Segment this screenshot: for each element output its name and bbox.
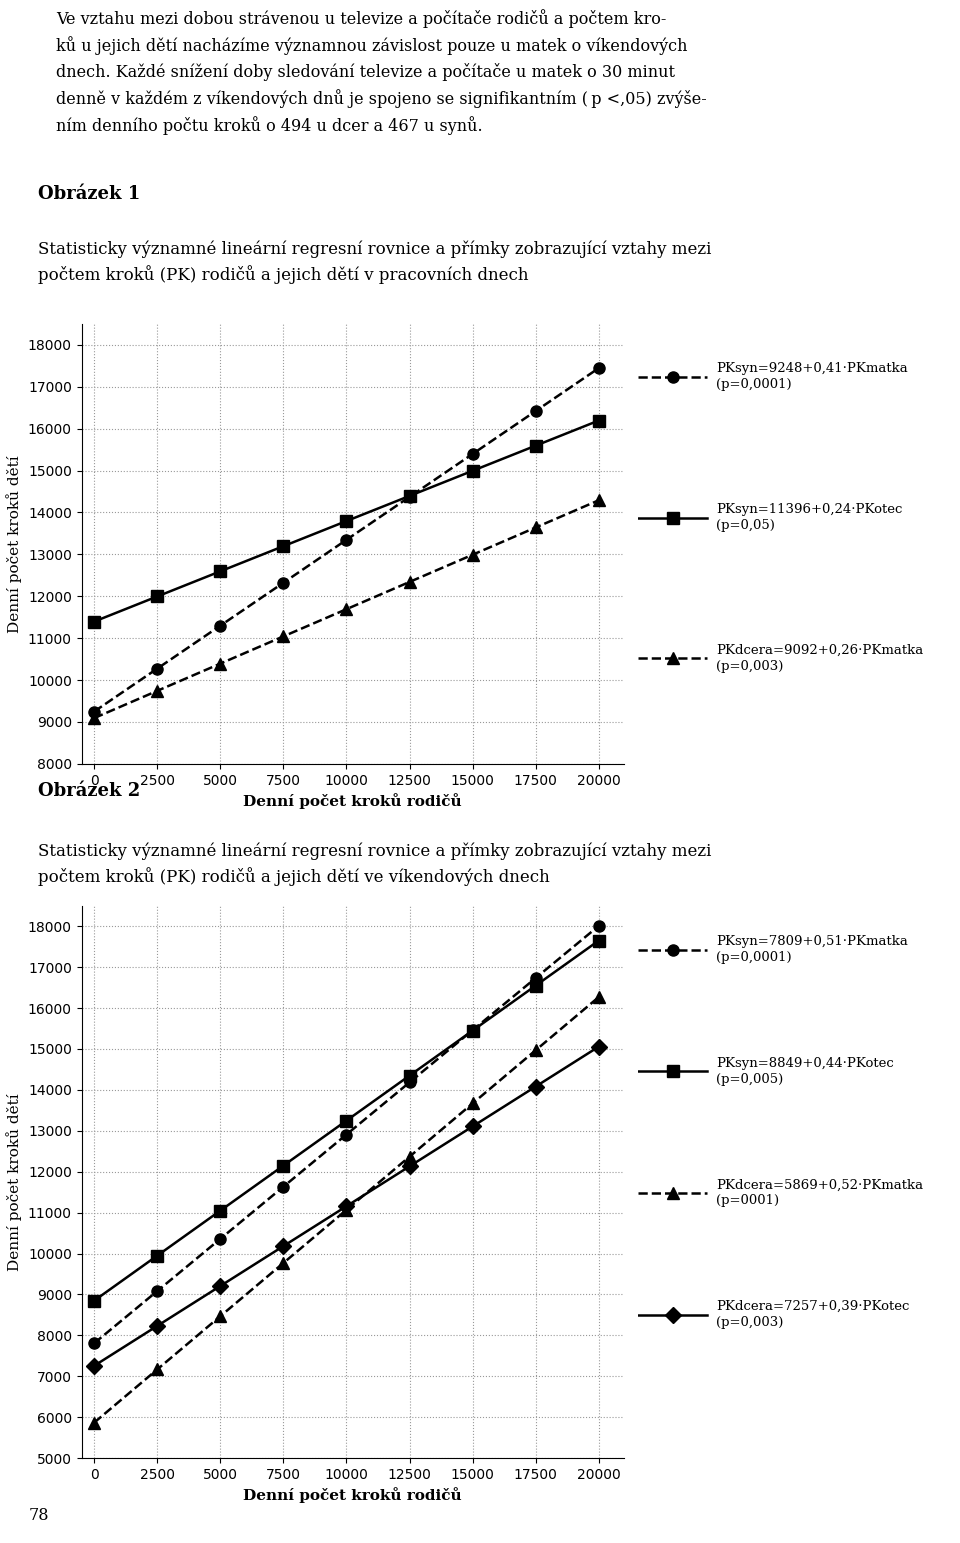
Text: PKsyn=7809+0,51·PKmatka
(p=0,0001): PKsyn=7809+0,51·PKmatka (p=0,0001) [716, 935, 908, 964]
Text: Obrázek 1: Obrázek 1 [38, 185, 141, 204]
Text: 78: 78 [29, 1508, 49, 1524]
Text: Obrázek 2: Obrázek 2 [38, 782, 141, 801]
Text: Statisticky významné lineární regresní rovnice a přímky zobrazující vztahy mezi
: Statisticky významné lineární regresní r… [38, 842, 711, 886]
Y-axis label: Denní počet kroků dětí: Denní počet kroků dětí [7, 455, 22, 633]
Text: Ve vztahu mezi dobou strávenou u televize a počítače rodičů a počtem kro-
ků u j: Ve vztahu mezi dobou strávenou u televiz… [57, 9, 708, 136]
Y-axis label: Denní počet kroků dětí: Denní počet kroků dětí [7, 1092, 22, 1271]
Text: PKsyn=8849+0,44·PKotec
(p=0,005): PKsyn=8849+0,44·PKotec (p=0,005) [716, 1057, 894, 1086]
Text: Statisticky významné lineární regresní rovnice a přímky zobrazující vztahy mezi
: Statisticky významné lineární regresní r… [38, 241, 711, 284]
X-axis label: Denní počet kroků rodičů: Denní počet kroků rodičů [244, 793, 462, 809]
Text: PKsyn=11396+0,24·PKotec
(p=0,05): PKsyn=11396+0,24·PKotec (p=0,05) [716, 503, 902, 532]
Text: PKdcera=5869+0,52·PKmatka
(p=0001): PKdcera=5869+0,52·PKmatka (p=0001) [716, 1179, 924, 1208]
Text: PKsyn=9248+0,41·PKmatka
(p=0,0001): PKsyn=9248+0,41·PKmatka (p=0,0001) [716, 363, 908, 392]
Text: PKdcera=7257+0,39·PKotec
(p=0,003): PKdcera=7257+0,39·PKotec (p=0,003) [716, 1301, 910, 1329]
X-axis label: Denní počet kroků rodičů: Denní počet kroků rodičů [244, 1487, 462, 1503]
Text: PKdcera=9092+0,26·PKmatka
(p=0,003): PKdcera=9092+0,26·PKmatka (p=0,003) [716, 643, 924, 673]
